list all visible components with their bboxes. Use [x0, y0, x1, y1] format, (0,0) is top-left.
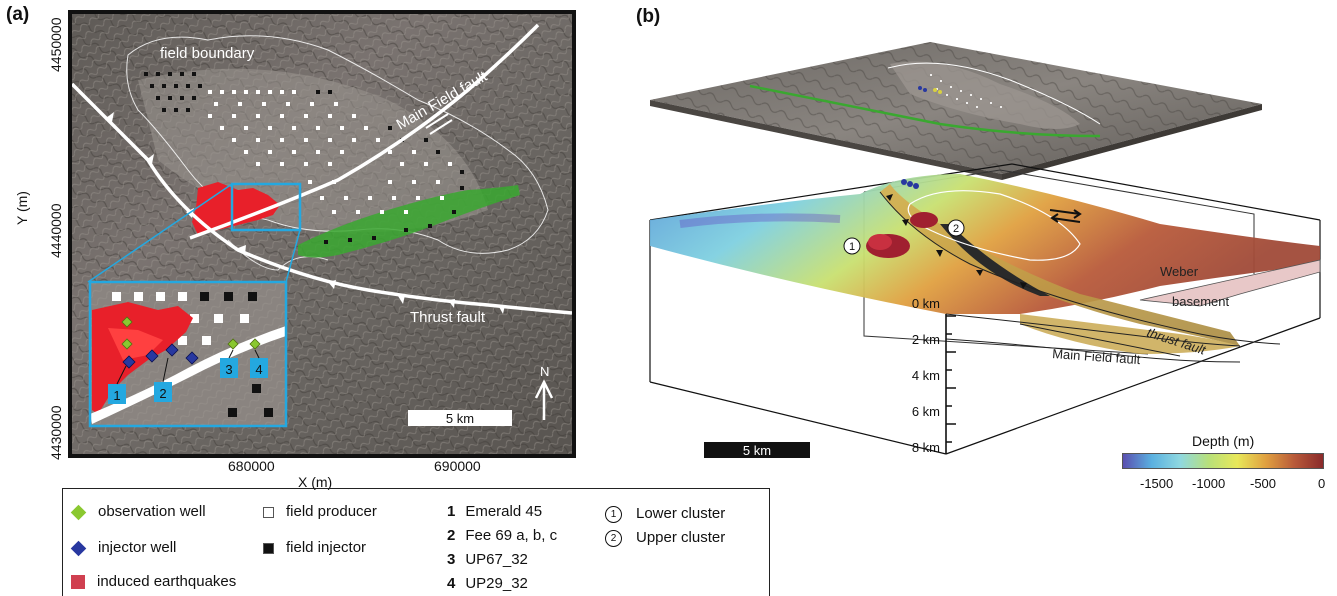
upper-cluster-marker: 2	[953, 223, 959, 235]
legend: observation well injector well induced e…	[62, 488, 770, 596]
legend-field-injector: field injector	[263, 539, 366, 556]
legend-well-4: 4 UP29_32	[447, 575, 528, 592]
inset-well-3: 3	[225, 362, 232, 377]
svg-text:N: N	[540, 364, 549, 379]
inset-well-2: 2	[159, 386, 166, 401]
x-axis-label: X (m)	[298, 474, 333, 490]
injector-well-icon	[70, 540, 87, 556]
colorbar-tick: -500	[1250, 476, 1277, 491]
inset-zoom: 1 2 3 4	[88, 280, 288, 428]
legend-lower-cluster: 1 Lower cluster	[605, 505, 725, 523]
legend-well-1: 1 Emerald 45	[447, 503, 543, 520]
observation-well-icon	[70, 504, 87, 520]
scale-bar-b	[704, 442, 810, 458]
colorbar-tick: -1000	[1192, 476, 1226, 491]
y-tick-label: 4450000	[48, 17, 64, 72]
legend-field-producer: field producer	[263, 503, 377, 520]
legend-well-2: 2 Fee 69 a, b, c	[447, 527, 558, 544]
upper-cluster	[910, 212, 938, 228]
colorbar-tick: -1500	[1140, 476, 1174, 491]
weber-label: Weber	[1160, 264, 1199, 279]
field-boundary-label: field boundary	[160, 45, 255, 62]
depth-tick: 8 km	[912, 440, 940, 455]
legend-injector-well: injector well	[70, 539, 176, 556]
scale-bar-a-label: 5 km	[446, 411, 474, 426]
field-injector-icon	[263, 542, 274, 554]
panel-b-label: (b)	[636, 6, 661, 27]
scale-bar-a	[408, 410, 512, 426]
map-panel: 1 2 3 4 field boundary Main Field fault …	[68, 10, 576, 458]
y-axis-label: Y (m)	[14, 191, 30, 225]
earthquake-icon	[71, 575, 85, 590]
scale-bar-b-label: 5 km	[743, 443, 771, 458]
colorbar	[1122, 453, 1324, 469]
depth-tick: 6 km	[912, 404, 940, 419]
y-tick-label: 4440000	[48, 203, 64, 258]
inset-well-4: 4	[255, 362, 262, 377]
lower-cluster	[866, 234, 910, 258]
earthquake-cluster-map	[192, 182, 280, 235]
depth-axis	[945, 314, 956, 454]
x-tick-label: 690000	[434, 458, 481, 474]
legend-well-3: 3 UP67_32	[447, 551, 528, 568]
inset-well-labels: 1 2 3 4	[108, 349, 268, 404]
depth-tick: 0 km	[912, 296, 940, 311]
colorbar-tick: 0	[1318, 476, 1326, 491]
legend-upper-cluster: 2 Upper cluster	[605, 529, 725, 547]
colorbar-title: Depth (m)	[1192, 433, 1255, 449]
depth-tick: 2 km	[912, 332, 940, 347]
x-tick-label: 680000	[228, 458, 275, 474]
y-tick-label: 4430000	[48, 405, 64, 460]
legend-observation-well: observation well	[70, 503, 206, 520]
depth-tick: 4 km	[912, 368, 940, 383]
inset-well-1: 1	[113, 388, 120, 403]
block-diagram: 1 2 Weber basement thrust fault Main Fie…	[649, 42, 1321, 458]
thrust-fault-label: Thrust fault	[410, 309, 486, 326]
panel-a-label: (a)	[6, 4, 30, 25]
main-field-fault-b-label: Main Field fault	[1052, 346, 1141, 367]
legend-induced-earthquakes: induced earthquakes	[71, 573, 236, 590]
field-producer-icon	[263, 506, 274, 518]
north-arrow: N	[534, 364, 554, 420]
basement-label: basement	[1172, 294, 1229, 309]
lower-cluster-marker: 1	[849, 241, 855, 253]
